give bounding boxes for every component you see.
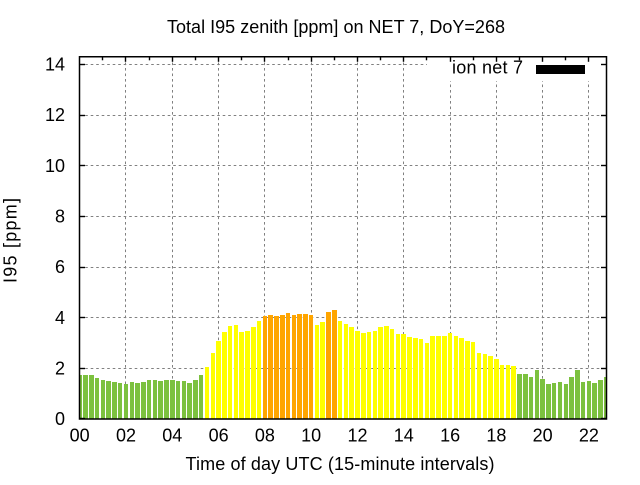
svg-text:Time of day UTC (15-minute int: Time of day UTC (15-minute intervals) [186,454,495,474]
svg-text:6: 6 [55,257,65,277]
svg-text:4: 4 [55,308,65,328]
svg-text:20: 20 [533,426,553,446]
svg-text:ion net 7: ion net 7 [452,58,523,78]
svg-text:12: 12 [45,105,65,125]
svg-text:I95 [ppm]: I95 [ppm] [1,198,21,283]
svg-text:02: 02 [116,426,136,446]
svg-text:10: 10 [301,426,321,446]
svg-text:16: 16 [440,426,460,446]
svg-text:22: 22 [579,426,599,446]
svg-text:18: 18 [486,426,506,446]
svg-text:2: 2 [55,359,65,379]
svg-text:14: 14 [45,55,65,75]
svg-text:14: 14 [394,426,414,446]
svg-text:12: 12 [347,426,367,446]
svg-text:00: 00 [70,426,90,446]
svg-text:08: 08 [255,426,275,446]
svg-text:10: 10 [45,156,65,176]
svg-text:8: 8 [55,207,65,227]
svg-text:06: 06 [209,426,229,446]
svg-text:0: 0 [55,409,65,429]
svg-text:04: 04 [162,426,182,446]
svg-text:Total I95 zenith [ppm] on NET: Total I95 zenith [ppm] on NET 7, DoY=268 [167,17,505,37]
